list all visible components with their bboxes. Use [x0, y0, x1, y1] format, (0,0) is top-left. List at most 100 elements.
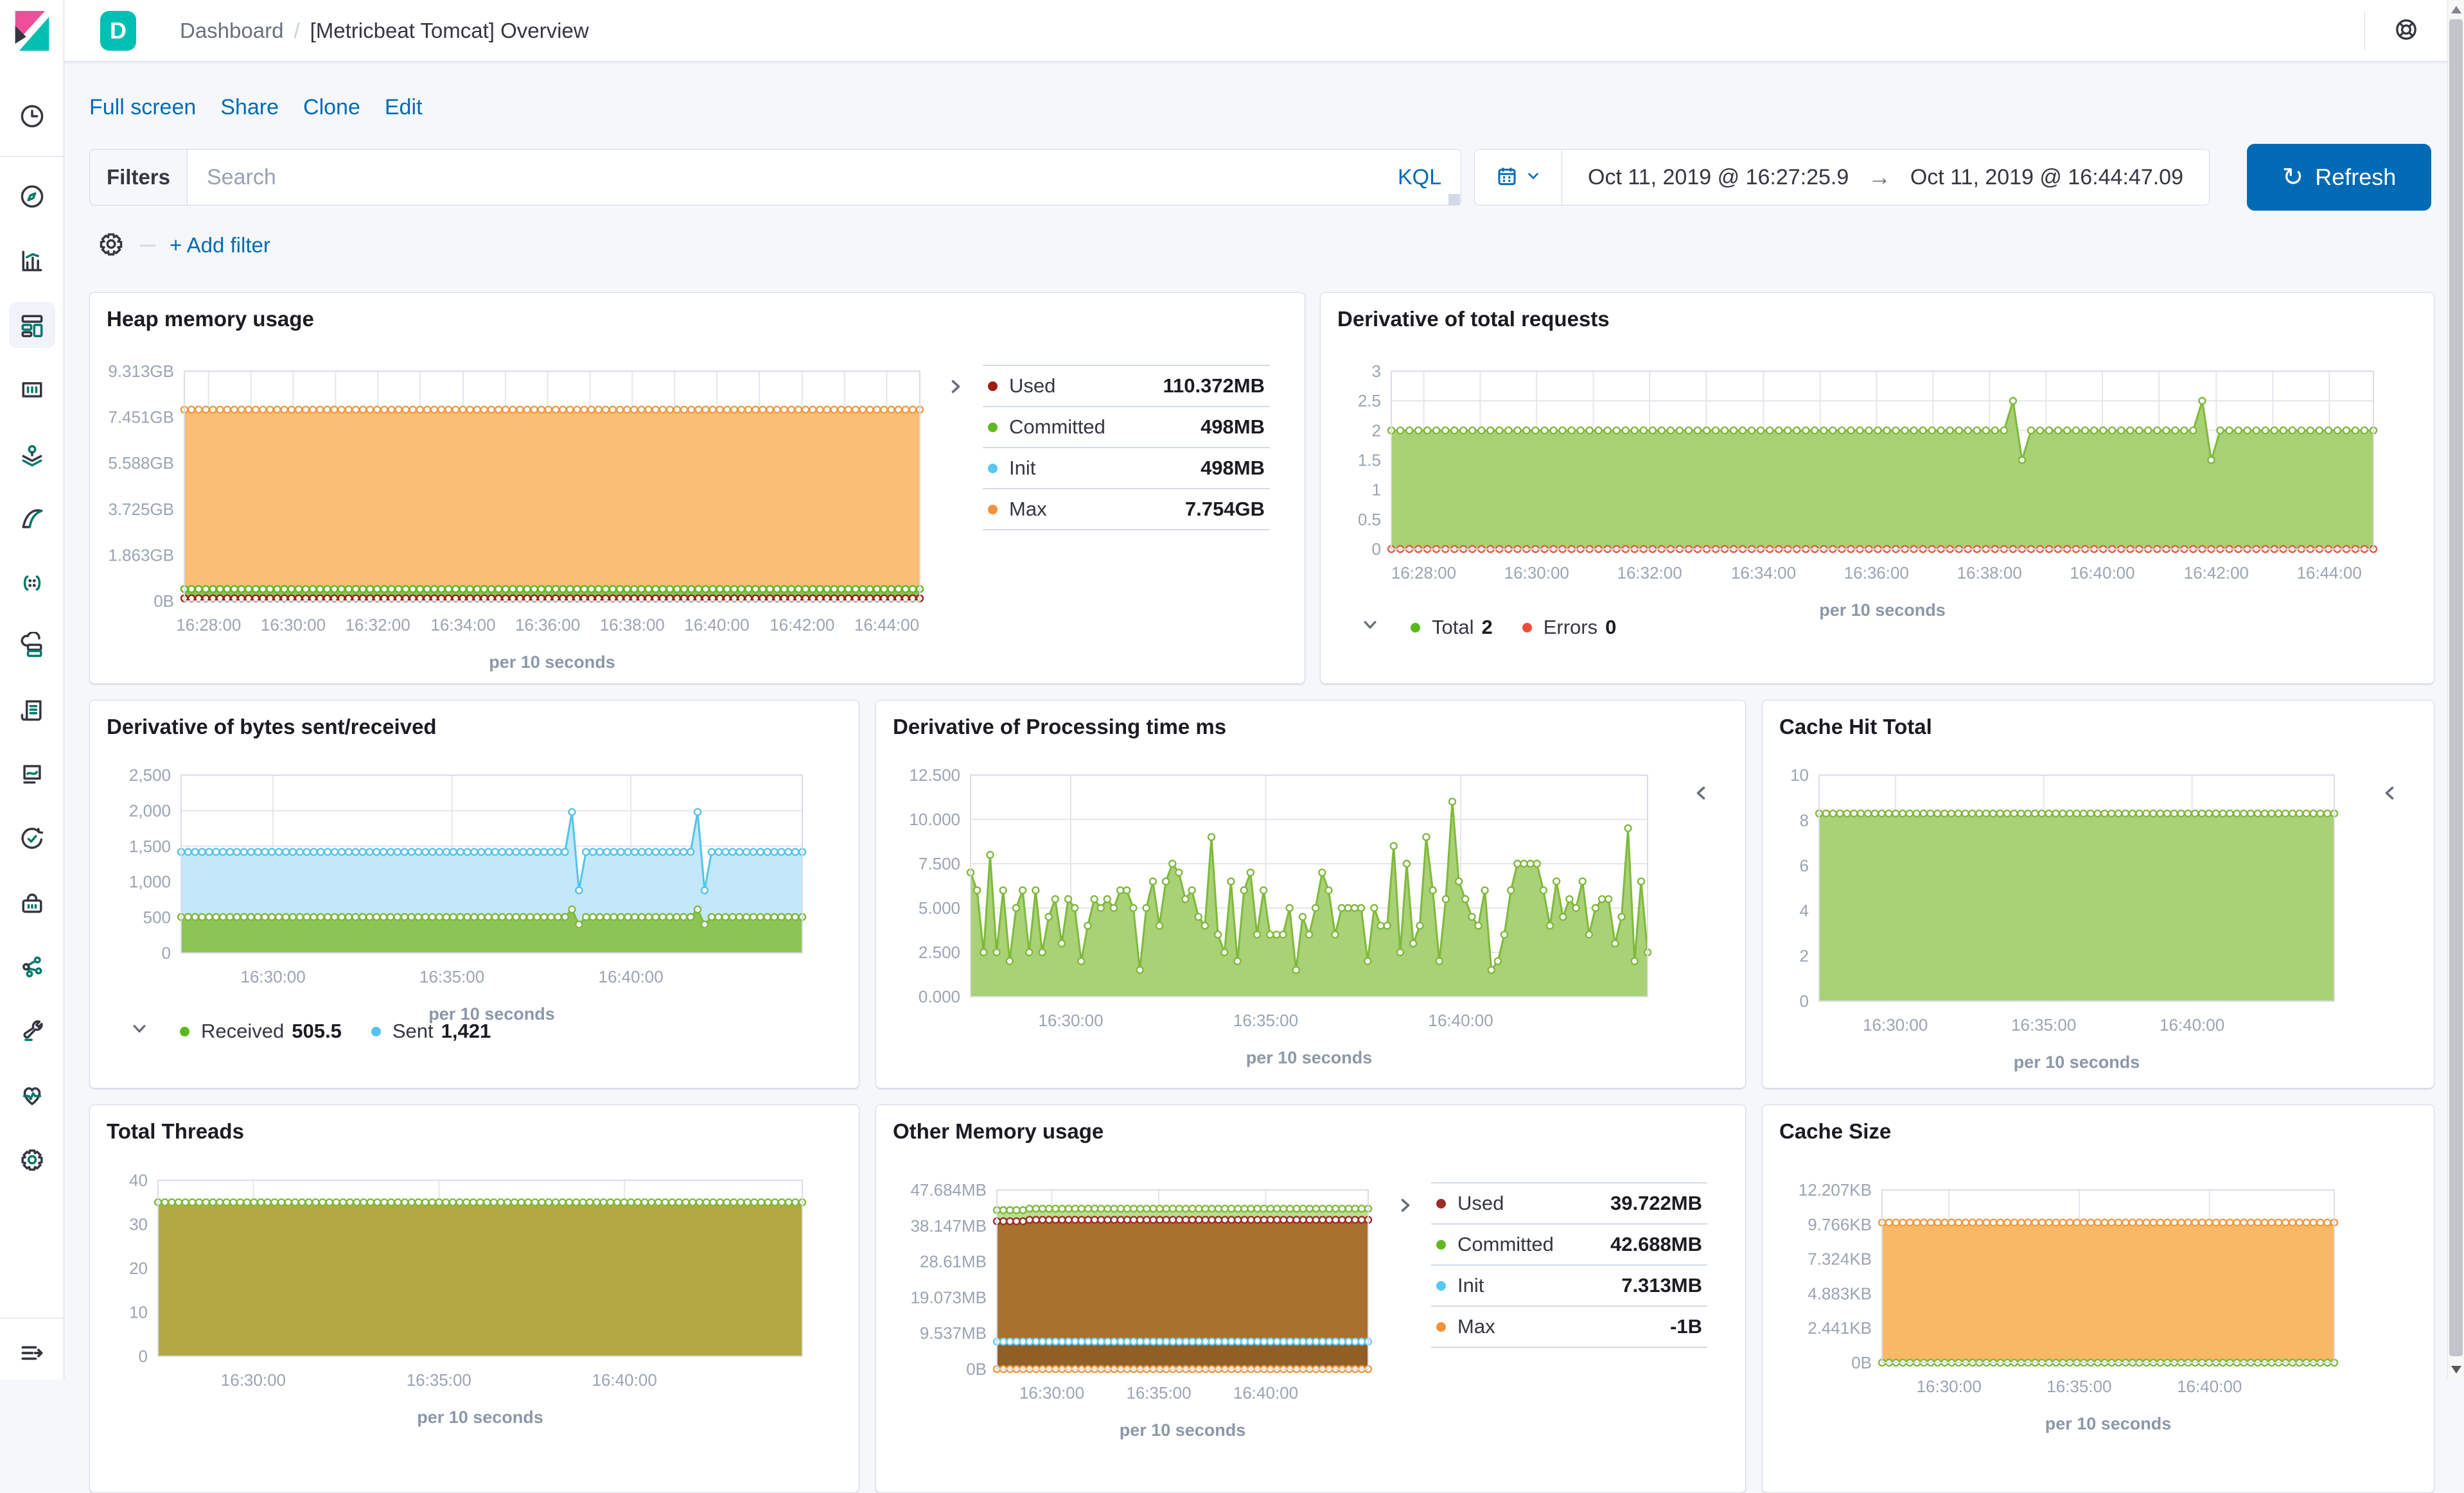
legend-item-init[interactable]: Init7.313MB [1431, 1264, 1707, 1305]
svg-text:9.537MB: 9.537MB [920, 1323, 987, 1343]
svg-text:0B: 0B [966, 1359, 987, 1379]
legend-item-committed[interactable]: Committed42.688MB [1431, 1223, 1707, 1264]
scroll-down-icon[interactable] [2451, 1366, 2461, 1374]
search-input[interactable]: Search KQL [187, 149, 1461, 205]
svg-text:16:40:00: 16:40:00 [1428, 1011, 1493, 1030]
svg-text:16:40:00: 16:40:00 [592, 1370, 657, 1390]
sidebar-item-graph[interactable] [9, 943, 55, 990]
total-threads-chart[interactable]: 40302010016:30:0016:35:0016:40:00per 10 … [90, 1105, 859, 1493]
legend-collapse-icon[interactable] [1394, 1194, 1417, 1220]
space-avatar[interactable]: D [100, 11, 136, 51]
dashboard-toolbar: Full screen Share Clone Edit [89, 95, 422, 120]
legend-item-max[interactable]: Max7.754GB [983, 488, 1270, 529]
legend-item-used[interactable]: Used110.372MB [983, 365, 1270, 406]
svg-text:16:40:00: 16:40:00 [2070, 563, 2134, 582]
sidebar-item-dev-tools[interactable] [9, 1008, 55, 1054]
sidebar-item-siem[interactable] [9, 751, 55, 798]
filter-settings-gear-icon[interactable] [96, 229, 126, 262]
legend-item-sent[interactable]: Sent1,421 [371, 1020, 491, 1043]
legend-dot-icon [988, 423, 998, 432]
svg-text:2.5: 2.5 [1358, 391, 1381, 410]
vertical-scrollbar[interactable] [2447, 0, 2464, 1379]
svg-text:7.451GB: 7.451GB [108, 408, 174, 427]
svg-text:5.588GB: 5.588GB [108, 453, 174, 473]
svg-text:30: 30 [129, 1215, 148, 1234]
legend-dot-icon [1436, 1240, 1446, 1250]
legend-item-total[interactable]: Total2 [1411, 616, 1493, 639]
sidebar-item-stack-monitoring[interactable] [9, 1072, 55, 1118]
filters-button[interactable]: Filters [89, 149, 187, 205]
processing-time-chart[interactable]: 12.50010.0007.5005.0002.5000.00016:30:00… [876, 701, 1746, 1088]
svg-text:2: 2 [1800, 947, 1809, 966]
legend-collapse-icon[interactable] [1359, 614, 1381, 641]
panel-other-memory-usage: Other Memory usage 47.684MB38.147MB28.61… [876, 1104, 1746, 1493]
legend-item-init[interactable]: Init498MB [983, 447, 1270, 488]
sidebar-item-security[interactable] [9, 880, 55, 927]
sidebar-item-infrastructure[interactable] [9, 623, 55, 669]
svg-text:16:28:00: 16:28:00 [1391, 563, 1456, 582]
svg-text:2: 2 [1372, 421, 1381, 440]
legend-expand-icon[interactable] [1689, 781, 1712, 808]
sidebar-item-dashboard[interactable] [9, 302, 55, 348]
canvas-icon [18, 376, 46, 404]
add-filter-button[interactable]: + Add filter [170, 233, 270, 258]
sidebar-item-machine-learning[interactable] [9, 495, 55, 541]
legend-item-used[interactable]: Used39.722MB [1431, 1182, 1707, 1223]
collapse-nav-icon[interactable] [9, 1330, 55, 1376]
sidebar-item-discover[interactable] [9, 173, 55, 220]
legend-collapse-icon[interactable] [944, 375, 967, 401]
svg-text:12.207KB: 12.207KB [1799, 1180, 1872, 1200]
date-to[interactable]: Oct 11, 2019 @ 16:44:47.09 [1910, 165, 2183, 190]
legend-item-max[interactable]: Max-1B [1431, 1305, 1707, 1347]
breadcrumb-dashboard[interactable]: Dashboard [180, 19, 283, 43]
sidebar-item-uptime[interactable] [9, 816, 55, 862]
sidebar-item-management[interactable] [9, 1137, 55, 1183]
help-icon[interactable] [2393, 17, 2419, 46]
share-button[interactable]: Share [220, 95, 279, 120]
machine-learning-icon [18, 504, 46, 532]
date-range-arrow-icon: → [1868, 164, 1891, 191]
legend-expand-icon[interactable] [2378, 781, 2401, 808]
svg-text:7.500: 7.500 [919, 854, 960, 873]
svg-text:16:38:00: 16:38:00 [600, 615, 665, 634]
cache-size-chart[interactable]: 12.207KB9.766KB7.324KB4.883KB2.441KB0B16… [1763, 1105, 2434, 1493]
svg-text:0: 0 [1800, 991, 1809, 1011]
sidebar-item-recently-viewed[interactable] [9, 93, 55, 139]
stack-monitoring-icon [18, 1081, 46, 1109]
logs-icon [18, 696, 46, 724]
refresh-button[interactable]: ↻ Refresh [2247, 144, 2431, 211]
svg-text:16:40:00: 16:40:00 [598, 967, 663, 986]
scrollbar-thumb[interactable] [2449, 19, 2463, 1356]
panel-derivative-processing-time: Derivative of Processing time ms 12.5001… [876, 700, 1746, 1088]
clone-button[interactable]: Clone [303, 95, 360, 120]
full-screen-button[interactable]: Full screen [89, 95, 196, 120]
sidebar-item-canvas[interactable] [9, 367, 55, 413]
siem-icon [18, 760, 46, 789]
sidebar-item-maps[interactable] [9, 431, 55, 477]
kibana-logo-icon[interactable] [15, 11, 49, 54]
kql-button[interactable]: KQL [1398, 165, 1441, 190]
legend-item-errors[interactable]: Errors0 [1522, 616, 1617, 639]
edit-button[interactable]: Edit [385, 95, 423, 120]
legend-dot-icon [988, 505, 998, 514]
legend-item-received[interactable]: Received505.5 [180, 1020, 342, 1043]
svg-text:16:30:00: 16:30:00 [1038, 1011, 1103, 1030]
legend-item-committed[interactable]: Committed498MB [983, 406, 1270, 447]
cache-hit-chart[interactable]: 108642016:30:0016:35:0016:40:00per 10 se… [1763, 701, 2434, 1088]
svg-text:16:30:00: 16:30:00 [221, 1370, 286, 1390]
legend-dot-icon [1436, 1199, 1446, 1209]
sidebar-item-visualize[interactable] [9, 238, 55, 284]
sidebar-divider [0, 156, 64, 157]
date-range-field[interactable]: Oct 11, 2019 @ 16:27:25.9 → Oct 11, 2019… [1562, 149, 2210, 205]
sidebar-item-apm[interactable] [9, 560, 55, 606]
scroll-up-icon[interactable] [2451, 6, 2461, 13]
date-from[interactable]: Oct 11, 2019 @ 16:27:25.9 [1588, 165, 1849, 190]
legend-collapse-icon[interactable] [128, 1018, 150, 1045]
svg-text:4.883KB: 4.883KB [1808, 1284, 1872, 1303]
legend-dot-icon [1522, 623, 1532, 633]
chart-legend: Total2 Errors0 [1359, 614, 1616, 641]
date-picker-button[interactable] [1474, 149, 1562, 205]
sidebar-item-logs[interactable] [9, 687, 55, 733]
svg-text:0: 0 [1372, 539, 1381, 559]
svg-text:16:36:00: 16:36:00 [515, 615, 580, 634]
